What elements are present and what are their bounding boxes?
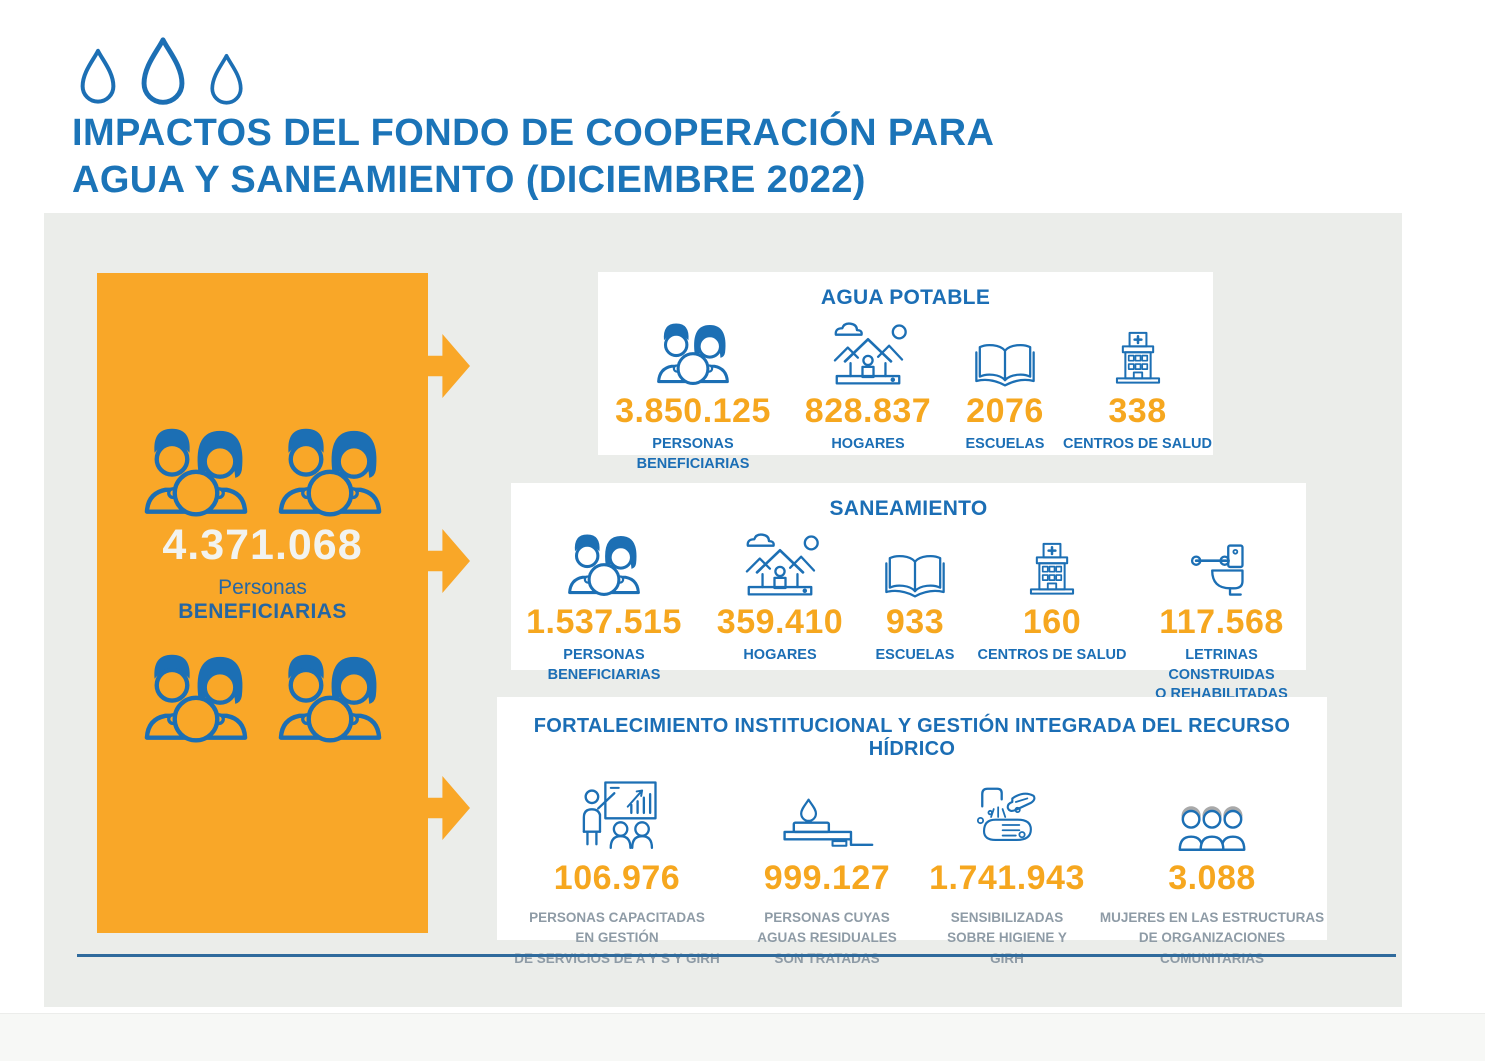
stat-item: 160 CENTROS DE SALUD	[967, 525, 1137, 666]
stat-label: PERSONAS CAPACITADAS EN GESTIÓN DE SERVI…	[514, 910, 720, 966]
stat-value: 828.837	[804, 392, 932, 430]
stat-item: 3.850.125 PERSONAS BENEFICIARIAS	[598, 314, 788, 474]
stat-label: ESCUELAS	[875, 647, 955, 663]
family-icon	[136, 641, 256, 747]
stat-value: 933	[885, 603, 945, 641]
stat-item: 3.088 MUJERES EN LAS ESTRUCTURAS DE ORGA…	[1097, 765, 1327, 969]
stat-label: HOGARES	[831, 436, 905, 452]
stat-value: 2076	[966, 392, 1044, 430]
family-icon	[270, 641, 390, 747]
community-icon	[1171, 765, 1253, 855]
stat-item: 106.976 PERSONAS CAPACITADAS EN GESTIÓN …	[497, 765, 737, 969]
toilet-icon	[1189, 525, 1255, 599]
family-icon	[562, 525, 646, 599]
house-icon	[737, 525, 823, 599]
stat-item: 999.127 PERSONAS CUYAS AGUAS RESIDUALES …	[737, 765, 917, 969]
stats-row: 106.976 PERSONAS CAPACITADAS EN GESTIÓN …	[497, 765, 1327, 969]
stat-value: 3.850.125	[615, 392, 771, 430]
stat-value: 338	[1108, 392, 1167, 430]
book-icon	[972, 314, 1038, 388]
stat-value: 999.127	[763, 859, 891, 897]
book-icon	[882, 525, 948, 599]
water-drop-icon	[208, 52, 245, 108]
bottom-divider-line	[77, 954, 1396, 957]
stat-item: 359.410 HOGARES	[697, 525, 863, 666]
page-title: IMPACTOS DEL FONDO DE COOPERACIÓN PARA A…	[72, 110, 994, 204]
stat-value: 1.537.515	[526, 603, 682, 641]
family-icon	[136, 415, 256, 521]
card-agua-potable: AGUA POTABLE 3.850.125 PERSONAS BENEFICI…	[598, 272, 1213, 472]
total-beneficiaries-label2: BENEFICIARIAS	[178, 600, 347, 623]
house-icon	[825, 314, 911, 388]
stats-row: 3.850.125 PERSONAS BENEFICIARIAS 828.837…	[598, 314, 1213, 474]
arrow-right-icon	[424, 334, 470, 398]
content-panel: 4.371.068 Personas BENEFICIARIAS AGUA PO…	[44, 213, 1402, 1007]
trainer-icon	[574, 765, 660, 855]
arrow-right-icon	[424, 529, 470, 593]
total-beneficiaries-label1: Personas	[218, 576, 307, 599]
card-title: SANEAMIENTO	[829, 497, 988, 520]
stat-value: 117.568	[1159, 603, 1284, 641]
stat-value: 3.088	[1168, 859, 1256, 897]
water-drop-icon	[138, 36, 188, 108]
family-icon	[270, 415, 390, 521]
stat-label: PERSONAS CUYAS AGUAS RESIDUALES SON TRAT…	[757, 910, 897, 966]
stat-item: 1.537.515 PERSONAS BENEFICIARIAS	[511, 525, 697, 685]
handwash-icon	[969, 765, 1045, 855]
footer-strip	[0, 1013, 1485, 1061]
stat-label: HOGARES	[743, 647, 817, 663]
card-fortalecimiento: FORTALECIMIENTO INSTITUCIONAL Y GESTIÓN …	[497, 697, 1327, 966]
stat-item: 338 CENTROS DE SALUD	[1062, 314, 1213, 455]
stat-item: 117.568 LETRINAS CONSTRUIDAS O REHABILIT…	[1137, 525, 1306, 705]
stat-item: 933 ESCUELAS	[863, 525, 967, 666]
stat-label: PERSONAS BENEFICIARIAS	[547, 647, 661, 683]
card-saneamiento: SANEAMIENTO 1.537.515 PERSONAS BENEFICIA…	[511, 483, 1306, 702]
stat-item: 1.741.943 SENSIBILIZADAS SOBRE HIGIENE Y…	[917, 765, 1097, 969]
card-title: FORTALECIMIENTO INSTITUCIONAL Y GESTIÓN …	[533, 715, 1291, 760]
card-title: AGUA POTABLE	[820, 286, 991, 309]
stat-label: CENTROS DE SALUD	[977, 647, 1127, 663]
family-icons-row	[97, 641, 428, 747]
page-title-line2: AGUA Y SANEAMIENTO (DICIEMBRE 2022)	[72, 159, 866, 201]
beneficiaries-box: 4.371.068 Personas BENEFICIARIAS	[97, 273, 428, 933]
total-beneficiaries-value: 4.371.068	[162, 521, 363, 569]
stat-label: PERSONAS BENEFICIARIAS	[636, 436, 750, 472]
stat-value: 1.741.943	[929, 859, 1085, 897]
stat-value: 359.410	[716, 603, 844, 641]
family-icon	[651, 314, 735, 388]
stat-label: SENSIBILIZADAS SOBRE HIGIENE Y GIRH	[947, 910, 1067, 966]
stat-label: LETRINAS CONSTRUIDAS O REHABILITADAS	[1155, 647, 1288, 703]
stat-value: 106.976	[553, 859, 681, 897]
stats-row: 1.537.515 PERSONAS BENEFICIARIAS 359.410…	[511, 525, 1306, 705]
water-drop-icon	[78, 46, 118, 108]
hospital-icon	[1106, 314, 1170, 388]
stat-item: 2076 ESCUELAS	[948, 314, 1062, 455]
family-icons-row	[97, 415, 428, 521]
stat-item: 828.837 HOGARES	[788, 314, 948, 455]
wastewater-icon	[778, 765, 876, 855]
hospital-icon	[1020, 525, 1084, 599]
arrow-right-icon	[424, 776, 470, 840]
stat-label: MUJERES EN LAS ESTRUCTURAS DE ORGANIZACI…	[1099, 910, 1325, 966]
water-drops	[78, 36, 245, 108]
page-title-line1: IMPACTOS DEL FONDO DE COOPERACIÓN PARA	[72, 112, 995, 154]
stat-value: 160	[1022, 603, 1082, 641]
stat-label: ESCUELAS	[965, 436, 1045, 452]
stat-label: CENTROS DE SALUD	[1062, 436, 1213, 452]
